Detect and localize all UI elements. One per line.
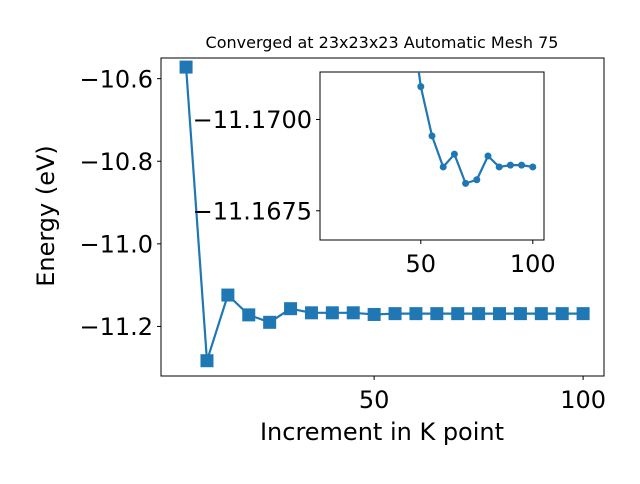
- main-data-point: [472, 307, 486, 321]
- inset-panel: 50 100 −11.1700 −11.1675: [193, 71, 556, 278]
- inset-data-point: [462, 179, 470, 187]
- main-frame: [160, 57, 605, 377]
- inset-y-tick-label: −11.1675: [193, 197, 312, 225]
- main-data-point: [534, 307, 548, 321]
- main-x-tick-label: 50: [359, 386, 390, 414]
- main-data-point: [576, 307, 590, 321]
- main-data-point: [179, 60, 193, 74]
- main-data-point: [493, 307, 507, 321]
- main-data-point: [409, 307, 423, 321]
- inset-data-point: [428, 132, 436, 140]
- main-data-point: [513, 307, 527, 321]
- y-axis-label: Energy (eV): [32, 145, 60, 287]
- inset-data-point: [484, 152, 492, 160]
- inset-data-point: [529, 163, 537, 171]
- main-data-point: [555, 307, 569, 321]
- main-y-tick-label: −10.8: [79, 148, 153, 176]
- inset-data-point: [473, 176, 481, 184]
- main-y-tick-label: −11.2: [79, 313, 153, 341]
- inset-data-point: [495, 163, 503, 171]
- main-data-point: [200, 354, 214, 368]
- inset-frame: [319, 71, 545, 241]
- x-axis-label: Increment in K point: [260, 418, 504, 446]
- main-data-point: [367, 307, 381, 321]
- inset-data-point: [518, 161, 526, 169]
- chart-title: Converged at 23x23x23 Automatic Mesh 75: [206, 33, 559, 52]
- inset-y-tick-label: −11.1700: [193, 106, 312, 134]
- inset-x-tick-label: 100: [510, 250, 556, 278]
- main-data-point: [388, 307, 402, 321]
- main-y-tick-label: −10.6: [79, 65, 153, 93]
- main-x-tick-label: 100: [560, 386, 606, 414]
- main-data-point: [242, 308, 256, 322]
- main-data-point: [263, 315, 277, 329]
- inset-x-tick-label: 50: [406, 250, 437, 278]
- main-data-point: [304, 306, 318, 320]
- main-data-point: [325, 306, 339, 320]
- main-data-point: [451, 307, 465, 321]
- inset-data-point: [450, 150, 458, 158]
- main-y-tick-label: −11.0: [79, 230, 153, 258]
- inset-data-point: [506, 161, 514, 169]
- main-panel: 50 100 −10.6 −10.8 −11.0 −11.2: [79, 57, 606, 414]
- inset-data-point: [417, 83, 425, 91]
- main-data-point: [430, 307, 444, 321]
- main-data-point: [346, 306, 360, 320]
- main-data-point: [284, 302, 298, 316]
- inset-data-point: [439, 163, 447, 171]
- main-data-point: [221, 288, 235, 302]
